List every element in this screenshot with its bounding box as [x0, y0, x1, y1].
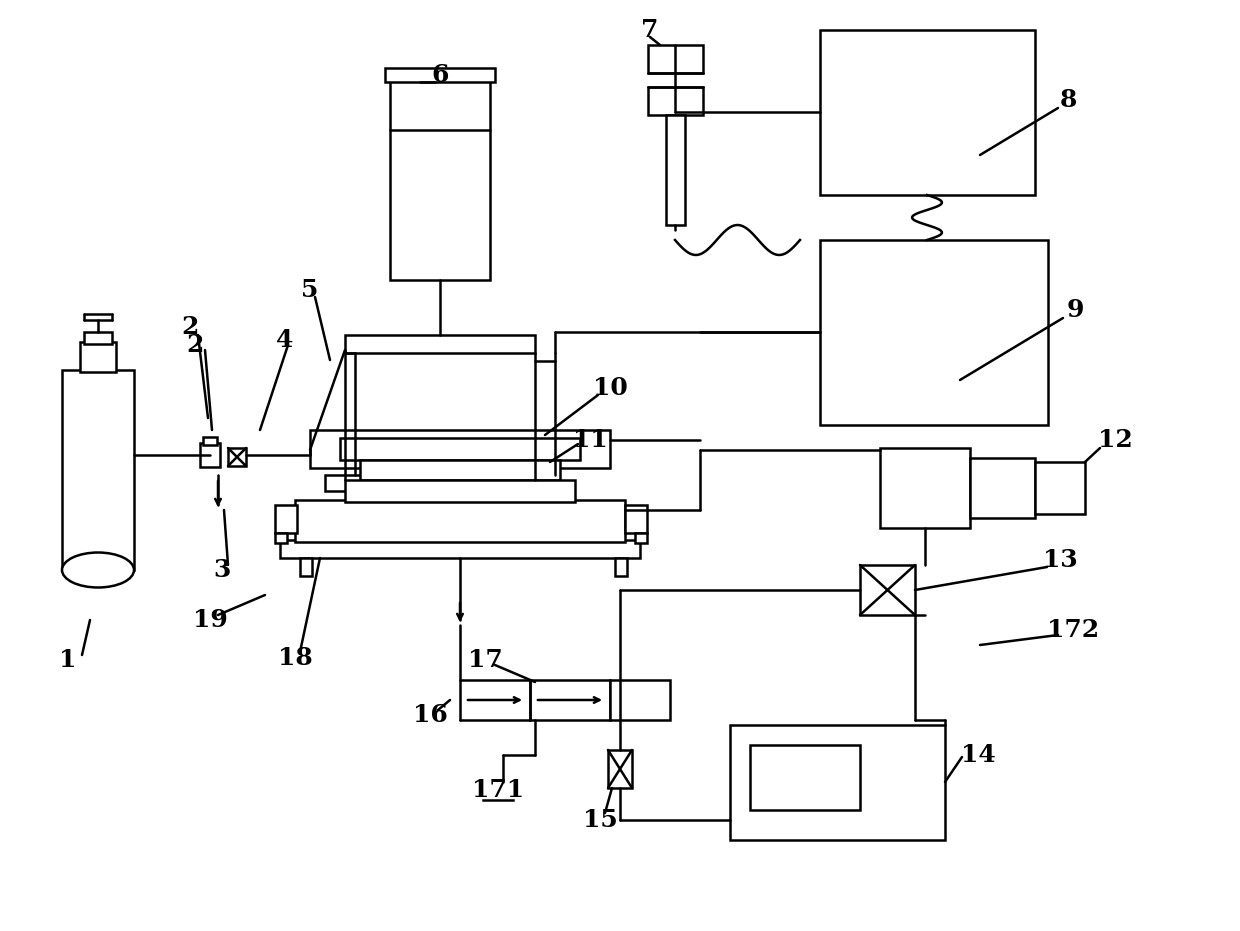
Text: 5: 5 — [301, 278, 319, 302]
Bar — [608, 750, 632, 788]
Bar — [649, 45, 703, 73]
Text: 7: 7 — [641, 18, 658, 42]
Text: 15: 15 — [583, 808, 618, 832]
Bar — [295, 500, 625, 542]
Bar — [880, 448, 970, 528]
Bar — [345, 335, 534, 353]
Bar — [360, 460, 560, 480]
Bar — [275, 533, 286, 543]
Bar — [625, 505, 647, 533]
Bar — [820, 240, 1048, 425]
Bar — [325, 475, 556, 491]
Bar — [750, 745, 861, 810]
Bar — [1035, 462, 1085, 514]
Bar — [275, 505, 298, 533]
Text: 19: 19 — [192, 608, 227, 632]
Bar — [861, 565, 915, 615]
Bar — [200, 443, 219, 467]
Bar — [280, 540, 640, 558]
Text: 10: 10 — [593, 376, 627, 400]
Text: 2: 2 — [186, 333, 203, 357]
Bar — [970, 458, 1035, 518]
Bar — [820, 30, 1035, 195]
Bar — [615, 558, 627, 576]
Text: 4: 4 — [277, 328, 294, 352]
Text: 18: 18 — [278, 646, 312, 670]
Ellipse shape — [62, 552, 134, 587]
Text: 8: 8 — [1059, 88, 1076, 112]
Bar — [666, 115, 684, 225]
Bar — [635, 533, 647, 543]
Text: 3: 3 — [213, 558, 231, 582]
Bar — [384, 68, 495, 82]
Bar — [203, 437, 217, 445]
Text: 1: 1 — [60, 648, 77, 672]
Bar — [228, 448, 246, 466]
Bar — [730, 725, 945, 840]
Bar — [62, 370, 134, 570]
Text: 17: 17 — [467, 648, 502, 672]
Bar — [300, 558, 312, 576]
Text: 6: 6 — [432, 63, 449, 87]
Text: 172: 172 — [1047, 618, 1099, 642]
Bar — [81, 342, 117, 372]
Bar — [649, 87, 703, 115]
Bar — [610, 680, 670, 720]
Bar — [340, 438, 580, 460]
Text: 14: 14 — [961, 743, 996, 767]
Bar — [345, 480, 575, 502]
Text: 171: 171 — [472, 778, 525, 802]
Bar — [529, 680, 610, 720]
Text: 11: 11 — [573, 428, 608, 452]
Bar — [391, 80, 490, 280]
Text: 2: 2 — [181, 315, 198, 339]
Text: 16: 16 — [413, 703, 448, 727]
Text: 13: 13 — [1043, 548, 1078, 572]
Text: 12: 12 — [1097, 428, 1132, 452]
Text: 9: 9 — [1066, 298, 1084, 322]
Bar — [84, 332, 112, 344]
Bar — [310, 430, 610, 468]
